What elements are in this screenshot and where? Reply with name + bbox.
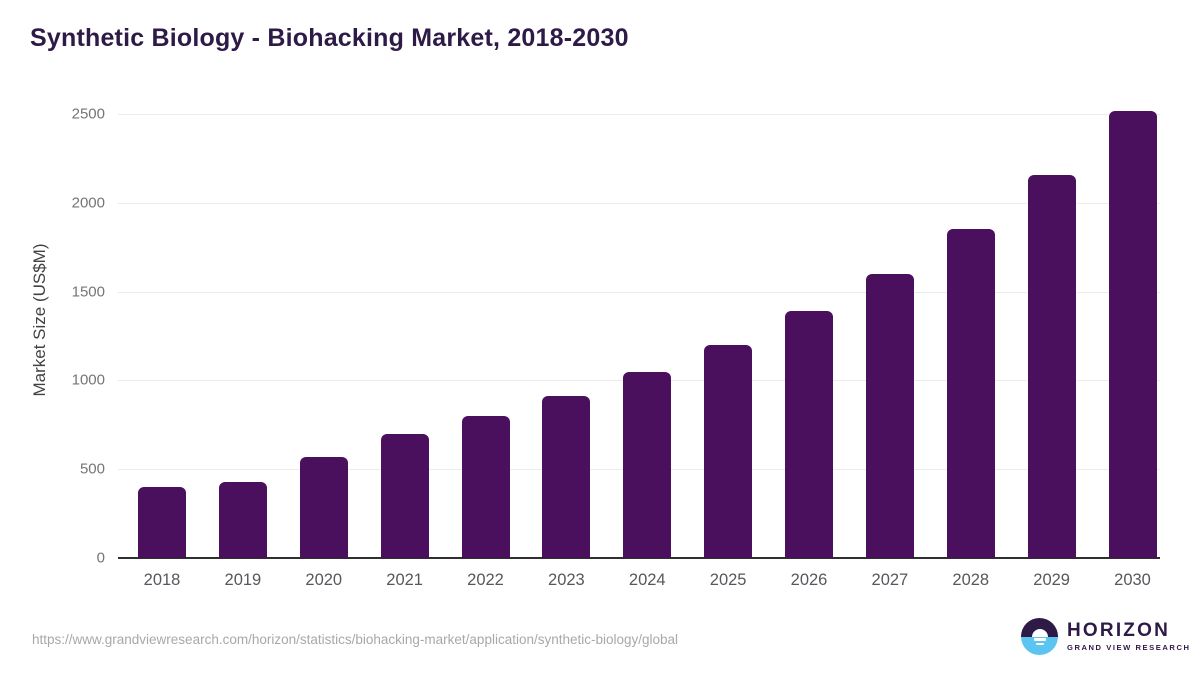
x-tick-label: 2021 xyxy=(386,571,423,589)
x-tick-label: 2019 xyxy=(224,571,262,589)
bar-2020 xyxy=(299,456,348,558)
bar-2024 xyxy=(623,371,672,558)
bar-2028 xyxy=(946,228,995,558)
x-tick-label: 2023 xyxy=(548,571,585,589)
x-tick-label: 2024 xyxy=(628,571,666,589)
y-tick-label: 0 xyxy=(96,549,105,567)
y-tick-label: 2000 xyxy=(71,194,105,212)
bar-2026 xyxy=(785,311,833,558)
gridline xyxy=(118,291,1160,293)
y-tick-label: 1000 xyxy=(71,371,105,389)
horizon-logo: HORIZON GRAND VIEW RESEARCH xyxy=(1021,618,1191,655)
x-tick-label: 2029 xyxy=(1033,571,1070,589)
source-url: https://www.grandviewresearch.com/horizo… xyxy=(32,632,679,647)
y-tick-label: 1500 xyxy=(71,283,105,301)
bar-2019 xyxy=(218,481,267,558)
bar-2029 xyxy=(1027,175,1076,558)
x-tick-label: 2018 xyxy=(143,571,181,589)
logo-reflection-line xyxy=(1035,642,1044,645)
x-tick-label: 2028 xyxy=(952,571,990,589)
bar-2025 xyxy=(704,344,753,558)
bar-2022 xyxy=(461,415,510,558)
x-tick-label: 2025 xyxy=(709,571,747,589)
gridline xyxy=(118,202,1160,204)
bar-2027 xyxy=(865,273,914,558)
logo-sun-shape xyxy=(1031,628,1048,637)
bar-2018 xyxy=(138,486,186,558)
y-tick-label: 2500 xyxy=(71,105,105,123)
page-title: Synthetic Biology - Biohacking Market, 2… xyxy=(30,24,629,52)
logo-text: HORIZON GRAND VIEW RESEARCH xyxy=(1067,621,1191,653)
logo-water-half xyxy=(1021,636,1058,655)
x-axis-line xyxy=(118,557,1160,559)
y-tick-label: 500 xyxy=(79,460,105,478)
horizon-sunset-icon xyxy=(1021,618,1058,655)
bar-2030 xyxy=(1108,111,1157,558)
x-tick-label: 2030 xyxy=(1114,571,1151,589)
bar-2021 xyxy=(380,433,429,558)
x-tick-label: 2022 xyxy=(467,571,504,589)
logo-reflection-line xyxy=(1033,638,1046,641)
gridline xyxy=(118,114,1160,115)
x-tick-label: 2020 xyxy=(305,571,343,589)
bar-2023 xyxy=(542,395,591,558)
x-tick-label: 2027 xyxy=(871,571,909,589)
logo-brand-name: HORIZON xyxy=(1067,619,1171,641)
logo-tagline: GRAND VIEW RESEARCH xyxy=(1067,643,1191,653)
x-tick-label: 2026 xyxy=(790,571,828,589)
logo-sky-half xyxy=(1021,618,1058,637)
